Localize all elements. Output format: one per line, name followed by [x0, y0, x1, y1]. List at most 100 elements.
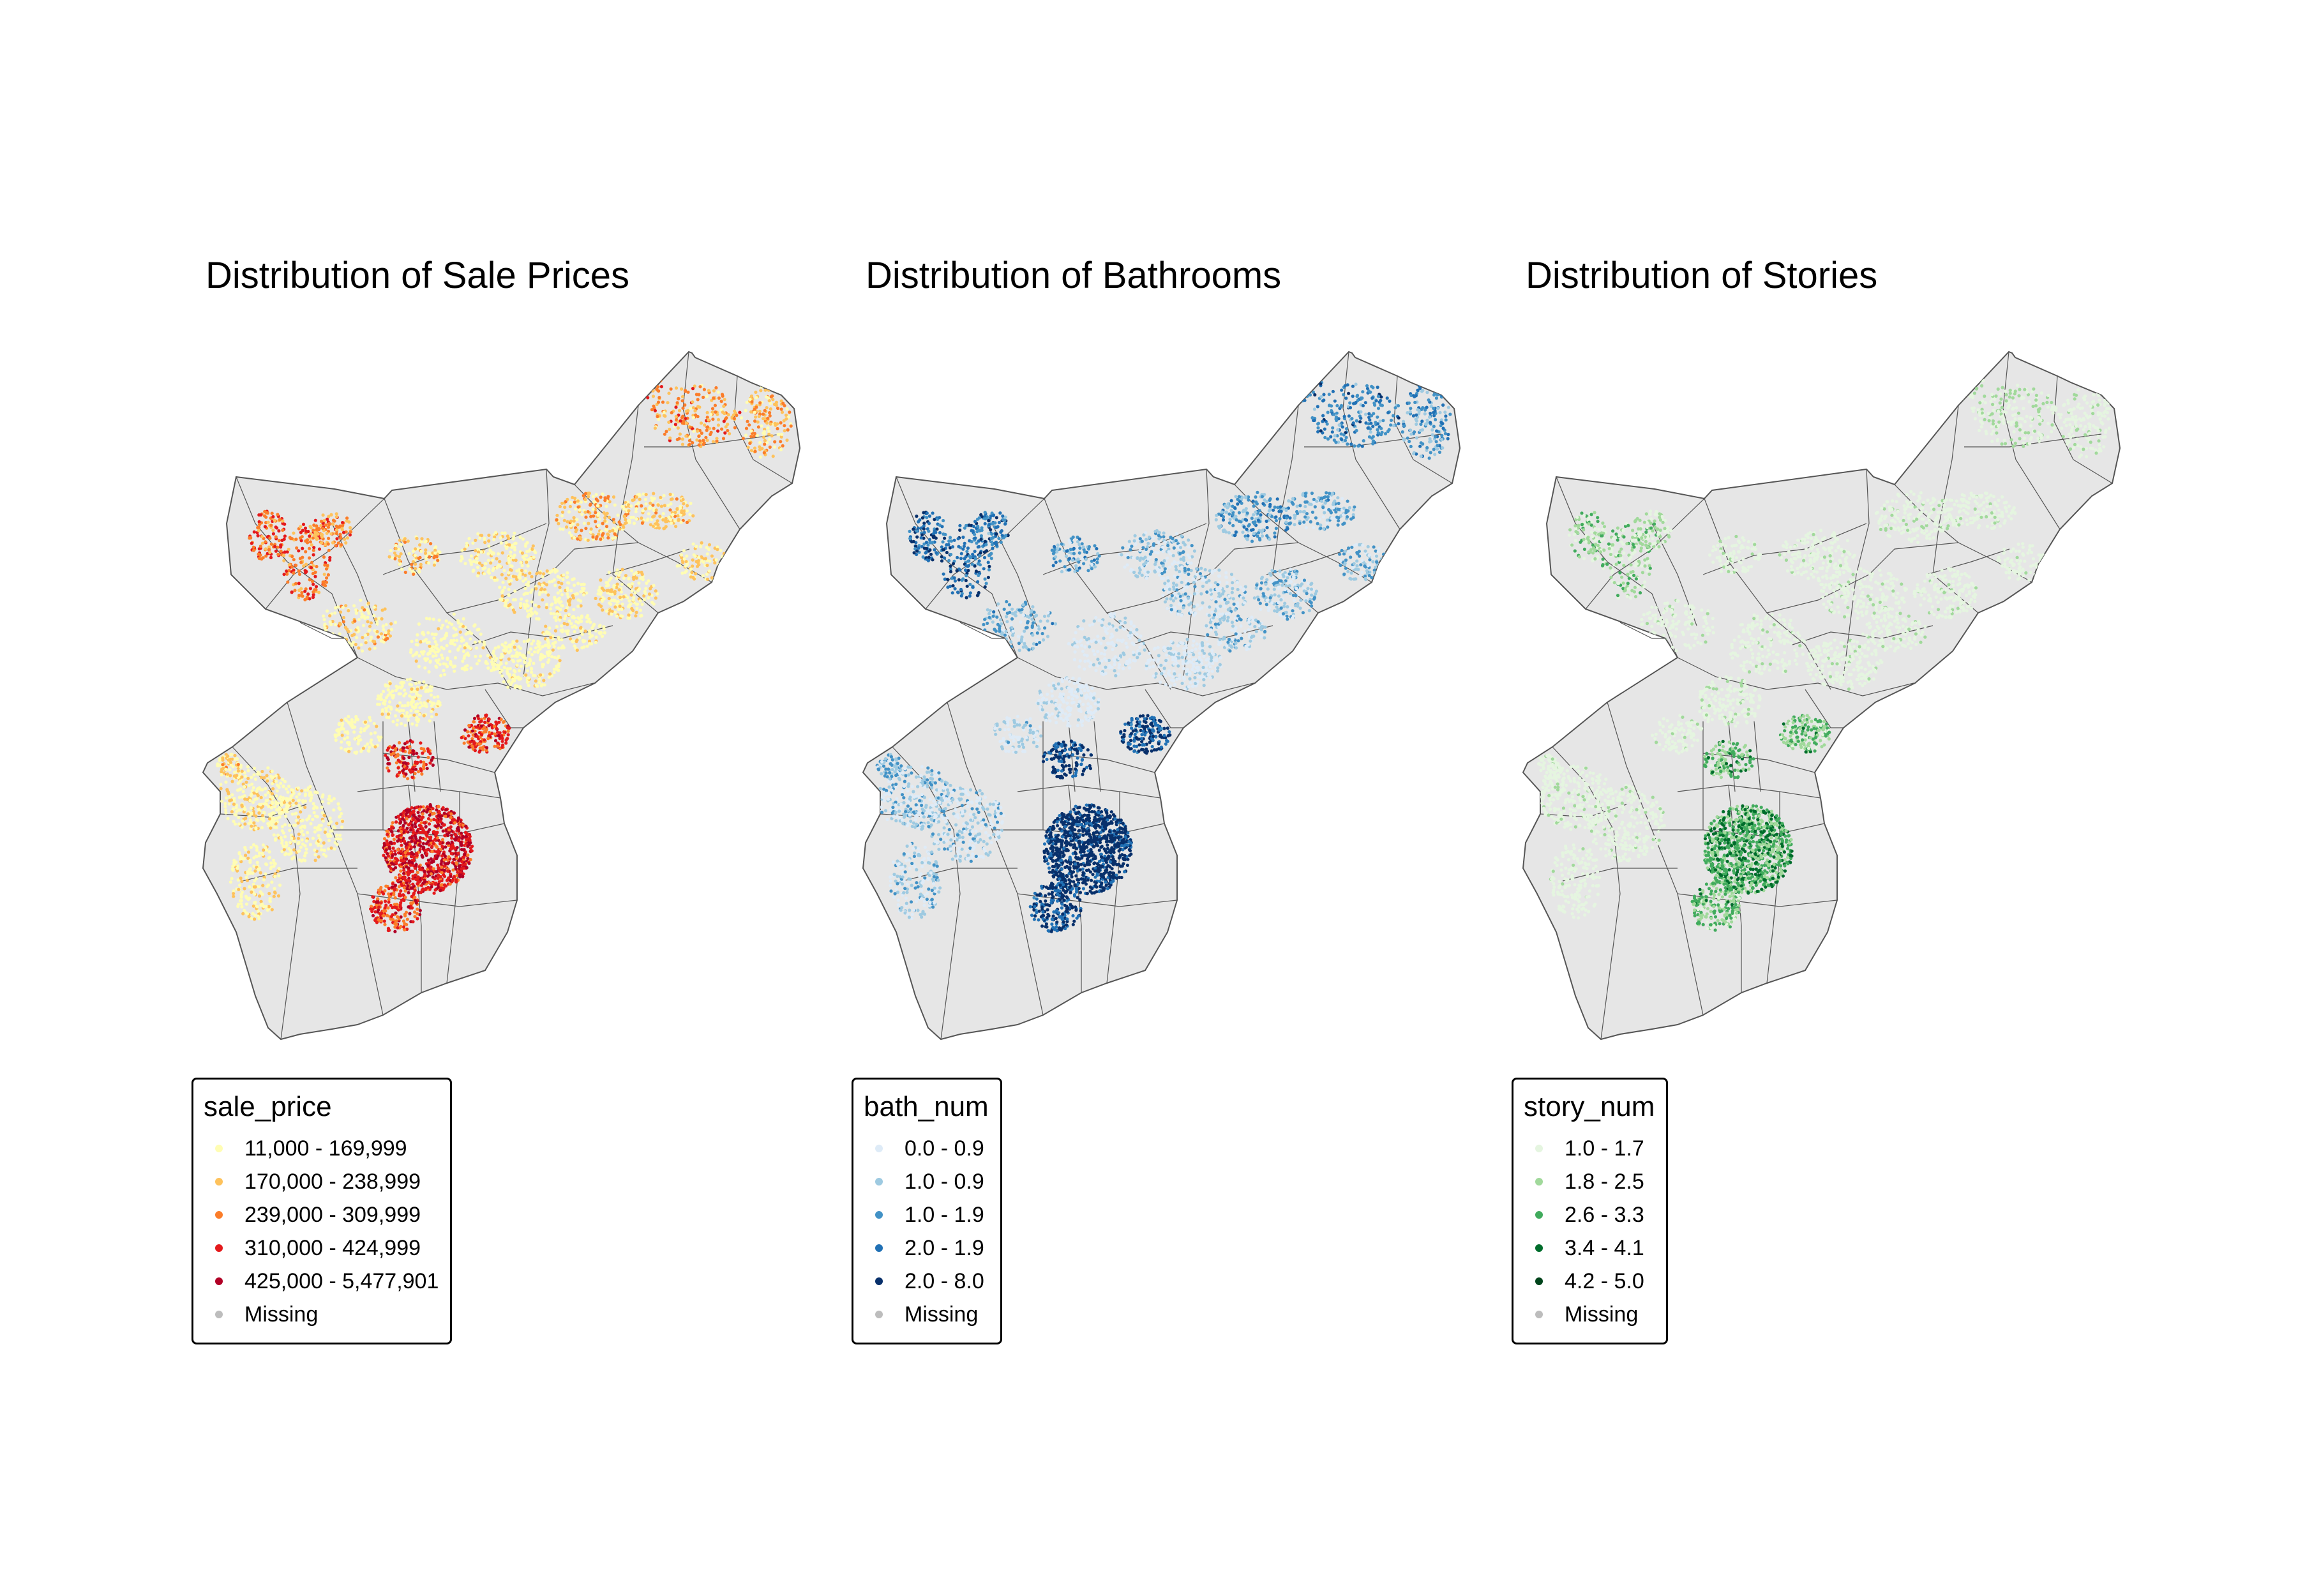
property-point [638, 359, 642, 363]
property-point [599, 495, 603, 499]
property-point [527, 662, 531, 666]
property-point [285, 797, 289, 801]
property-point [553, 598, 557, 601]
property-point [412, 845, 417, 848]
property-point [767, 399, 771, 403]
property-point [303, 805, 307, 809]
property-point [304, 839, 308, 843]
property-point [282, 538, 286, 541]
property-point [393, 621, 398, 624]
property-point [656, 385, 660, 389]
property-point [229, 760, 233, 764]
property-point [630, 356, 634, 360]
property-point [357, 646, 361, 650]
property-point [573, 624, 576, 628]
property-point [401, 746, 405, 750]
property-point [679, 504, 682, 509]
property-point [455, 856, 459, 860]
property-point [600, 586, 604, 590]
property-point [542, 572, 546, 576]
property-point [609, 602, 613, 606]
property-point [755, 405, 758, 409]
property-point [782, 419, 786, 423]
property-point [283, 550, 287, 554]
property-point [300, 838, 304, 842]
property-point [402, 898, 406, 902]
property-point [483, 541, 487, 545]
property-point [634, 614, 638, 618]
property-point [405, 917, 409, 921]
property-point [474, 654, 477, 658]
property-point [766, 426, 770, 430]
property-point [684, 421, 689, 425]
property-point [321, 513, 325, 517]
property-point [327, 548, 331, 552]
property-point [274, 779, 278, 783]
property-point [463, 654, 467, 658]
district-boundary-line [232, 746, 301, 1040]
property-point [399, 924, 403, 928]
property-point [527, 676, 530, 680]
property-point [442, 868, 447, 873]
property-point [387, 629, 391, 633]
property-point [636, 589, 640, 592]
property-point [651, 503, 655, 507]
property-point [628, 375, 632, 379]
property-point [444, 619, 448, 623]
property-point [244, 875, 248, 880]
property-point [292, 531, 296, 535]
property-point [394, 684, 398, 688]
property-point [657, 396, 661, 400]
property-point [240, 879, 244, 884]
property-point [663, 432, 666, 436]
property-point [673, 423, 677, 426]
property-point [257, 808, 260, 811]
property-point [310, 543, 313, 547]
property-point [754, 390, 758, 395]
property-point [386, 688, 390, 692]
property-point [513, 589, 517, 593]
property-point [745, 400, 749, 404]
property-point [273, 862, 277, 866]
property-point [285, 572, 289, 576]
property-point [493, 725, 497, 728]
property-point [657, 389, 661, 393]
property-point [726, 423, 730, 426]
property-point [654, 369, 657, 373]
property-point [771, 398, 775, 402]
district-boundary-line [682, 351, 740, 530]
property-point [257, 885, 261, 889]
property-point [340, 543, 343, 547]
property-point [733, 426, 737, 430]
property-point [506, 726, 510, 730]
property-point [311, 836, 315, 840]
property-point [642, 492, 645, 496]
property-point [402, 688, 407, 692]
property-point [267, 817, 272, 821]
property-point [453, 643, 457, 647]
property-point [659, 495, 663, 499]
property-point [426, 870, 430, 874]
property-point [575, 648, 579, 652]
property-point [507, 580, 511, 583]
property-point [483, 562, 487, 566]
property-point [530, 547, 534, 551]
property-point [417, 880, 421, 884]
property-point [246, 850, 251, 854]
property-point [528, 571, 532, 575]
property-point [256, 909, 260, 913]
property-point [373, 905, 377, 910]
property-point [677, 409, 682, 412]
property-point [225, 772, 229, 776]
property-point [640, 570, 643, 575]
property-point [300, 591, 304, 594]
property-point [601, 492, 605, 496]
property-point [597, 631, 601, 635]
property-point [417, 681, 421, 684]
property-point [632, 522, 636, 525]
property-point [304, 569, 308, 574]
property-point [394, 761, 399, 765]
property-point [232, 892, 236, 896]
property-point [627, 583, 631, 587]
property-point [308, 556, 312, 560]
